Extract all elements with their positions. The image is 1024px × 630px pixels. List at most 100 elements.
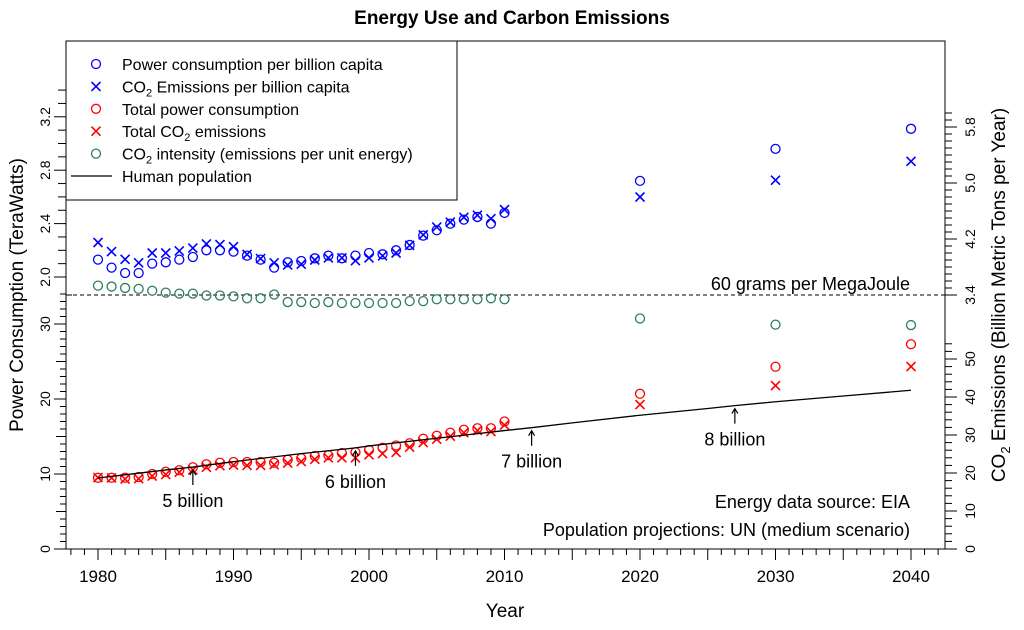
point-co2-per-capita [174, 245, 185, 256]
point-co2-intensity [336, 297, 348, 309]
point-co2-intensity [187, 288, 199, 299]
point-total-co2 [391, 447, 402, 458]
point-power-per-capita [404, 239, 415, 251]
point-total-co2 [106, 472, 117, 484]
y-tick-label-left: 30 [37, 316, 53, 332]
y-tick-label-right: 0 [962, 545, 978, 553]
legend: Power consumption per billion capita CO2 … [65, 40, 458, 201]
point-co2-intensity [485, 293, 497, 304]
point-co2-per-capita-stroke [106, 246, 117, 257]
point-co2-per-capita [133, 257, 144, 268]
source-note-energy: Energy data source: EIA [715, 492, 910, 512]
point-power-per-capita [282, 257, 293, 268]
point-power-per-capita [214, 245, 226, 256]
x-tick-label: 1990 [215, 567, 253, 586]
point-power-per-capita [133, 267, 144, 279]
point-co2-per-capita [187, 243, 198, 254]
point-total-co2-stroke [296, 456, 307, 467]
data-marks: 5 billion 6 billion 7 billion 8 billion [66, 123, 945, 511]
y-tick-label-left: 0 [37, 545, 53, 553]
point-total-power [634, 388, 646, 399]
point-co2-per-capita [458, 212, 469, 223]
point-power-per-capita [418, 230, 429, 241]
point-co2-intensity [472, 294, 483, 305]
point-co2-per-capita-stroke [269, 257, 280, 268]
point-total-power [106, 472, 117, 483]
point-total-co2-stroke [106, 472, 117, 484]
point-power-per-capita [499, 207, 510, 219]
point-co2-intensity [905, 319, 917, 331]
point-co2-intensity [770, 319, 781, 330]
point-co2-per-capita [160, 247, 171, 259]
point-power-per-capita [336, 253, 348, 264]
point-total-co2-stroke [391, 447, 402, 458]
point-power-per-capita [485, 218, 497, 229]
y-tick-label-right: 50 [962, 351, 978, 367]
legend-marker-cross [90, 81, 102, 92]
point-co2-per-capita [770, 175, 781, 186]
legend-marker-circle [90, 58, 102, 70]
x-tick-label: 1980 [79, 567, 117, 586]
point-total-co2 [431, 434, 442, 445]
point-co2-intensity [634, 313, 646, 324]
point-power-per-capita [241, 250, 253, 261]
point-co2-per-capita-stroke [404, 240, 415, 251]
legend-label: Total CO2 emissions [122, 124, 266, 144]
point-co2-per-capita [201, 238, 212, 249]
point-power-per-capita [147, 258, 158, 269]
point-total-co2 [269, 459, 280, 470]
point-co2-per-capita-stroke [905, 156, 917, 167]
point-total-co2-stroke [160, 469, 171, 480]
point-co2-per-capita-stroke [160, 247, 171, 259]
point-co2-per-capita [391, 247, 402, 259]
point-co2-per-capita-stroke [472, 210, 483, 221]
annotation-arrow [731, 407, 739, 424]
point-co2-per-capita [472, 210, 483, 221]
point-power-per-capita [228, 246, 239, 257]
point-co2-per-capita [106, 246, 117, 257]
point-total-power [770, 361, 781, 372]
point-co2-per-capita-stroke [309, 254, 320, 266]
point-total-co2 [377, 448, 388, 459]
point-total-co2-stroke [905, 361, 917, 372]
point-total-co2-stroke [404, 442, 415, 453]
point-total-co2 [323, 452, 334, 463]
point-co2-per-capita [255, 253, 266, 264]
point-total-power [133, 471, 144, 483]
point-total-co2 [296, 456, 307, 467]
point-total-co2-stroke [120, 474, 131, 485]
legend-marker-circle [90, 148, 102, 159]
point-power-per-capita [390, 245, 402, 256]
point-total-co2 [160, 469, 171, 480]
point-power-per-capita [174, 254, 185, 265]
point-co2-per-capita [323, 252, 334, 263]
point-total-co2 [282, 458, 293, 469]
annotation-label: 8 billion [704, 430, 765, 450]
point-co2-per-capita [431, 222, 442, 233]
point-total-power [174, 465, 185, 476]
legend-marker-circle [90, 103, 102, 114]
point-total-co2-stroke [431, 434, 442, 445]
point-power-per-capita [255, 254, 266, 265]
y-tick-label-right: 30 [962, 427, 978, 443]
point-co2-per-capita [296, 259, 307, 270]
x-tick-label: 2000 [350, 567, 388, 586]
point-co2-per-capita-stroke [201, 238, 212, 249]
point-total-co2-stroke [634, 399, 646, 410]
point-co2-per-capita [214, 239, 226, 250]
reference-line-label: 60 grams per MegaJoule [711, 274, 910, 294]
point-total-co2-stroke [323, 452, 334, 463]
point-total-co2-stroke [147, 470, 158, 482]
point-power-per-capita [770, 143, 781, 154]
point-total-co2 [905, 361, 917, 372]
x-tick-label: 2040 [892, 567, 930, 586]
legend-box [65, 40, 458, 201]
point-co2-intensity [323, 296, 334, 308]
y-tick-label-left-upper: 2.4 [37, 214, 53, 234]
y-tick-label-right-upper: 4.2 [962, 229, 978, 249]
point-co2-per-capita-stroke [241, 249, 253, 260]
x-tick-label: 2020 [621, 567, 659, 586]
point-power-per-capita [350, 250, 361, 261]
point-total-co2-stroke [770, 380, 781, 391]
point-co2-per-capita-stroke [174, 245, 185, 256]
